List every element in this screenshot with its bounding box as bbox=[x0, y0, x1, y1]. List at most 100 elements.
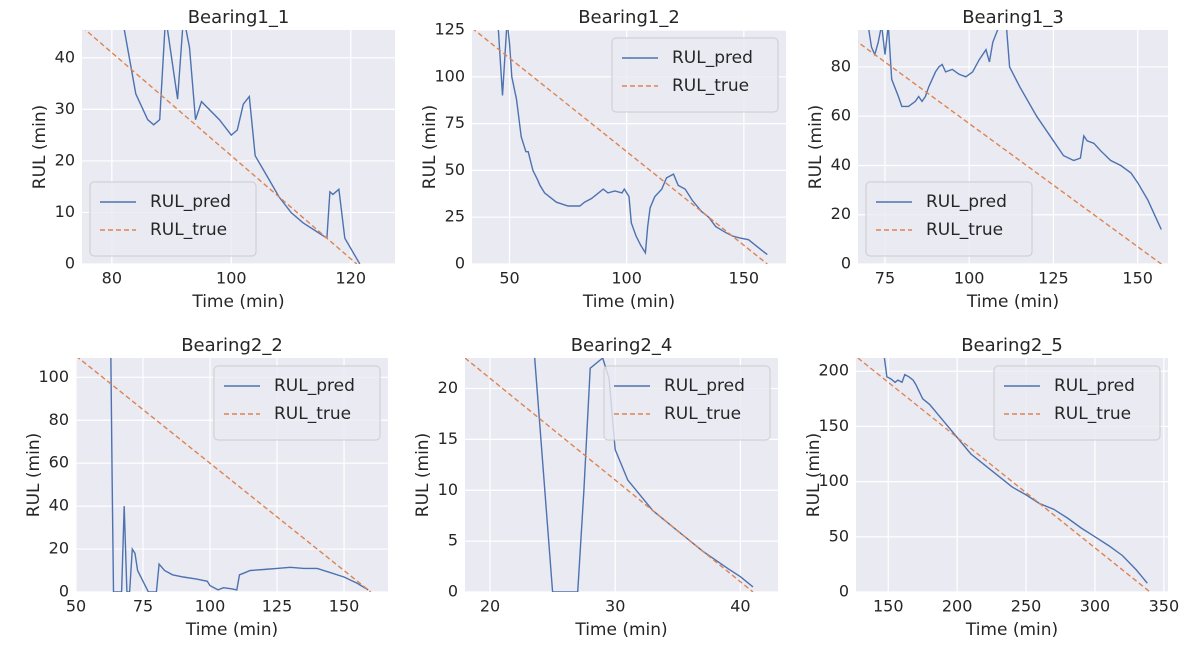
series-group bbox=[77, 358, 372, 592]
y-tick-label: 125 bbox=[434, 20, 465, 39]
y-tick-label: 5 bbox=[448, 531, 458, 550]
y-tick-label: 0 bbox=[841, 254, 851, 273]
x-tick-label: 125 bbox=[1038, 269, 1069, 288]
legend: RUL_pred RUL_true bbox=[213, 365, 381, 441]
legend-label: RUL_pred bbox=[926, 192, 1007, 212]
y-axis-label: RUL (min) bbox=[806, 105, 826, 189]
y-tick-label: 10 bbox=[438, 480, 458, 499]
y-axis-label: RUL (min) bbox=[804, 433, 824, 517]
y-tick-label: 25 bbox=[445, 207, 465, 226]
y-tick-label: 0 bbox=[448, 582, 458, 601]
subplot-title: Bearing2_4 bbox=[571, 335, 673, 356]
legend-label: RUL_true bbox=[926, 220, 1003, 240]
subplot-title: Bearing1_3 bbox=[962, 7, 1064, 28]
x-tick-label: 200 bbox=[942, 597, 973, 616]
series-line bbox=[868, 30, 1162, 230]
series-group bbox=[84, 30, 361, 264]
x-tick-label: 350 bbox=[1149, 597, 1180, 616]
subplot: 50 100 150 0 25 50 75 100 125 Bearing1_2 Time (min… bbox=[420, 7, 786, 312]
y-tick-label: 100 bbox=[818, 471, 849, 490]
series-group bbox=[473, 30, 768, 264]
y-tick-label: 40 bbox=[55, 47, 75, 66]
subplot: 150 200 250 300 350 0 50 100 150 200 Bearing2_5 Tim… bbox=[804, 335, 1179, 640]
x-tick-label: 125 bbox=[262, 597, 293, 616]
x-tick-label: 30 bbox=[605, 597, 625, 616]
subplot-title: Bearing1_2 bbox=[578, 7, 680, 28]
series-line bbox=[77, 358, 372, 592]
x-axis-label: Time (min) bbox=[966, 292, 1059, 312]
series-line bbox=[84, 30, 358, 264]
y-tick-label: 0 bbox=[839, 582, 849, 601]
y-tick-label: 50 bbox=[445, 160, 465, 179]
subplot-title: Bearing2_2 bbox=[181, 335, 283, 356]
x-axis-label: Time (min) bbox=[574, 620, 667, 640]
x-axis-label: Time (min) bbox=[965, 620, 1058, 640]
x-tick-label: 50 bbox=[499, 269, 519, 288]
y-tick-label: 15 bbox=[438, 429, 458, 448]
series-group bbox=[857, 358, 1151, 592]
x-tick-label: 120 bbox=[336, 269, 367, 288]
y-tick-label: 50 bbox=[829, 526, 849, 545]
x-tick-label: 150 bbox=[329, 597, 360, 616]
x-tick-label: 50 bbox=[66, 597, 86, 616]
legend: RUL_pred RUL_true bbox=[865, 181, 1033, 257]
legend: RUL_pred RUL_true bbox=[89, 181, 257, 257]
series-line bbox=[123, 30, 361, 264]
subplot-title: Bearing2_5 bbox=[961, 335, 1063, 356]
series-line bbox=[473, 30, 768, 264]
legend: RUL_pred RUL_true bbox=[993, 365, 1161, 441]
x-tick-label: 250 bbox=[1011, 597, 1042, 616]
subplot: 75 100 125 150 0 20 40 60 80 Bearing1_3 Time (min)… bbox=[806, 7, 1168, 312]
y-tick-label: 100 bbox=[434, 66, 465, 85]
y-tick-label: 0 bbox=[455, 254, 465, 273]
y-tick-label: 60 bbox=[49, 453, 69, 472]
legend: RUL_pred RUL_true bbox=[611, 37, 779, 113]
y-axis-label: RUL (min) bbox=[30, 105, 50, 189]
y-tick-label: 150 bbox=[818, 416, 849, 435]
legend-label: RUL_pred bbox=[664, 376, 745, 396]
y-tick-label: 60 bbox=[831, 106, 851, 125]
y-tick-label: 20 bbox=[438, 378, 458, 397]
y-tick-label: 30 bbox=[55, 99, 75, 118]
y-tick-label: 100 bbox=[38, 367, 69, 386]
legend-label: RUL_true bbox=[274, 404, 351, 424]
y-tick-label: 20 bbox=[49, 539, 69, 558]
y-tick-label: 20 bbox=[831, 204, 851, 223]
y-tick-label: 40 bbox=[831, 155, 851, 174]
y-axis-label: RUL (min) bbox=[24, 433, 44, 517]
subplot: 80 100 120 0 10 20 30 40 Bearing1_1 Time (min) RUL… bbox=[30, 7, 395, 312]
x-tick-label: 100 bbox=[954, 269, 985, 288]
y-axis-label: RUL (min) bbox=[420, 105, 440, 189]
legend-box bbox=[865, 181, 1033, 257]
x-axis-label: Time (min) bbox=[185, 620, 278, 640]
x-tick-label: 75 bbox=[133, 597, 153, 616]
series-group bbox=[465, 358, 754, 592]
legend-box bbox=[611, 37, 779, 113]
x-tick-label: 80 bbox=[102, 269, 122, 288]
y-axis-label: RUL (min) bbox=[413, 433, 433, 517]
series-line bbox=[497, 30, 768, 256]
y-tick-label: 20 bbox=[55, 150, 75, 169]
series-line bbox=[883, 358, 1148, 584]
series-line bbox=[857, 358, 1151, 592]
series-line bbox=[465, 358, 754, 592]
legend-box bbox=[603, 365, 771, 441]
legend-box bbox=[993, 365, 1161, 441]
x-tick-label: 150 bbox=[1122, 269, 1153, 288]
x-tick-label: 150 bbox=[729, 269, 760, 288]
subplot-title: Bearing1_1 bbox=[188, 7, 290, 28]
x-axis-label: Time (min) bbox=[191, 292, 284, 312]
legend-label: RUL_true bbox=[664, 404, 741, 424]
x-tick-label: 150 bbox=[873, 597, 904, 616]
legend-box bbox=[213, 365, 381, 441]
legend-label: RUL_pred bbox=[1054, 376, 1135, 396]
legend-label: RUL_true bbox=[1054, 404, 1131, 424]
series-line bbox=[533, 358, 754, 592]
subplot: 20 30 40 0 5 10 15 20 Bearing2_4 Time (min) RUL (m… bbox=[413, 335, 778, 640]
series-line bbox=[110, 358, 369, 592]
series-line bbox=[858, 41, 1162, 264]
legend-label: RUL_true bbox=[150, 220, 227, 240]
legend-label: RUL_pred bbox=[274, 376, 355, 396]
x-tick-label: 20 bbox=[480, 597, 500, 616]
